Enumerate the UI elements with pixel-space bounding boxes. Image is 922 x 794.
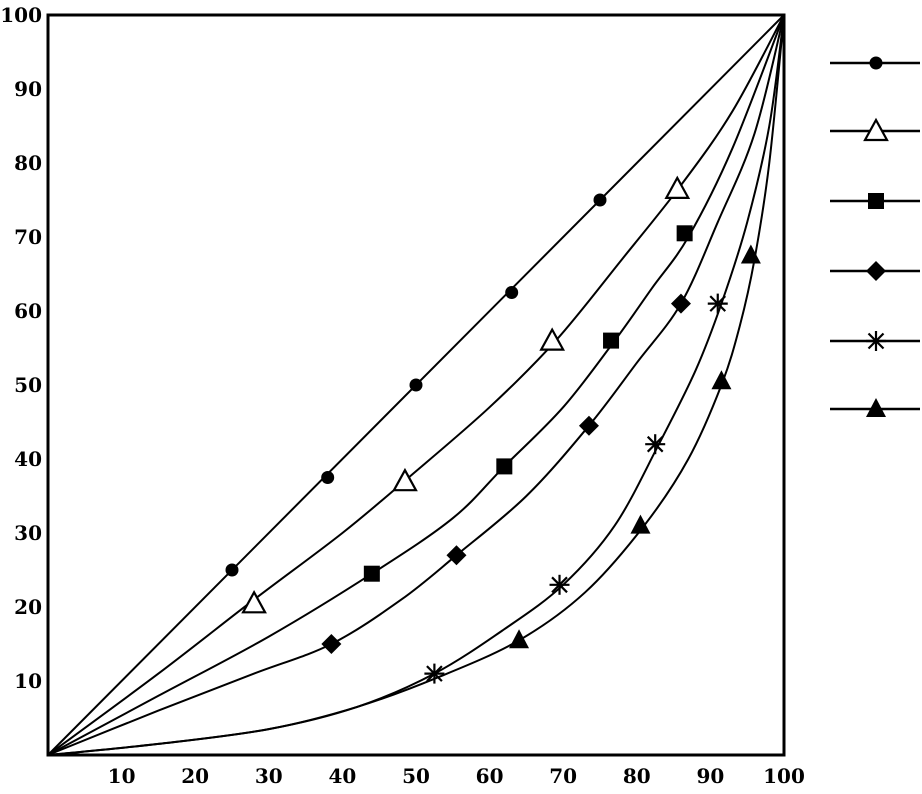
series-3-point-4 [676,225,693,242]
legend-marker-3 [868,193,884,209]
series-2-point-2 [392,467,418,492]
series-3-point-2 [496,458,513,475]
y-tick-label: 90 [14,77,42,101]
x-tick-label: 80 [623,764,651,788]
series-3-point-3 [603,332,620,349]
series-2-point-3 [539,327,566,351]
series-5-point-2 [549,574,570,595]
series-2-point-1 [241,590,267,614]
series-4-line [47,14,785,756]
series-4-point-4 [670,293,691,314]
y-tick-label: 60 [14,299,42,323]
legend-marker-1 [869,56,883,70]
legend-marker-5 [866,331,886,351]
x-tick-label: 70 [549,764,577,788]
x-tick-label: 30 [255,764,283,788]
series-4-point-3 [578,415,599,436]
x-tick-label: 60 [476,764,504,788]
series-1-point-3 [409,378,423,392]
series-2-line [47,14,785,756]
legend-marker-6 [866,398,886,417]
series-4-point-2 [446,545,467,566]
series-6-point-3 [711,370,732,390]
x-axis-tick-labels: 10 20 30 40 50 60 70 80 90 100 [108,764,805,788]
y-tick-label: 80 [14,151,42,175]
y-axis-tick-labels: 10 20 30 40 50 60 70 80 90 100 [0,3,42,693]
series-5-point-1 [424,663,445,684]
series-3-point-1 [363,565,380,582]
x-tick-label: 50 [402,764,430,788]
series-1-point-4 [505,286,519,299]
y-tick-label: 10 [14,669,42,693]
series-5-point-4 [707,293,728,314]
series-curves [47,14,785,756]
x-tick-label: 20 [181,764,209,788]
legend [830,56,920,417]
series-3-line [47,14,785,756]
series-4-point-1 [321,634,342,654]
y-tick-label: 50 [14,373,42,397]
series-2-point-4 [664,175,691,199]
series-1-point-1 [225,563,239,577]
series-6-point-4 [740,244,761,264]
y-tick-label: 70 [14,225,42,249]
series-1-point-2 [321,471,335,484]
x-tick-label: 40 [328,764,356,788]
series-6-point-2 [630,514,651,534]
series-markers [225,175,761,684]
x-tick-label: 90 [696,764,724,788]
plot-frame [46,13,786,757]
y-tick-label: 40 [14,447,42,471]
series-5-point-3 [645,434,666,455]
series-6-point-1 [509,629,530,649]
y-tick-label: 100 [0,3,42,27]
series-1-point-5 [593,193,607,207]
x-tick-label: 100 [763,764,805,788]
y-tick-label: 30 [14,521,42,545]
y-tick-label: 20 [14,595,42,619]
x-tick-label: 10 [108,764,136,788]
legend-marker-2 [863,117,889,142]
legend-marker-4 [866,261,886,281]
